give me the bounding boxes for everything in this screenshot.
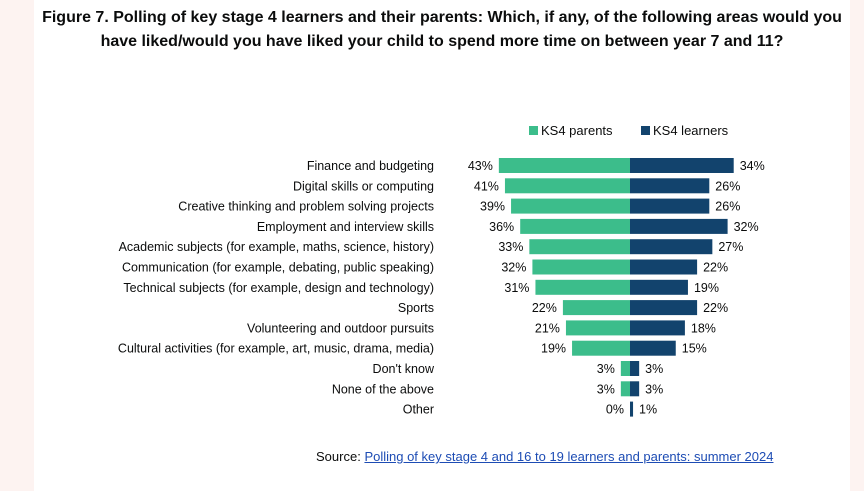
data-label-parents: 0% xyxy=(606,403,624,417)
legend-swatch-parents xyxy=(529,126,538,135)
data-label-learners: 18% xyxy=(691,321,716,335)
bar-parents xyxy=(620,361,630,376)
bar-learners xyxy=(630,279,688,295)
data-label-learners: 26% xyxy=(715,200,740,214)
bar-parents xyxy=(565,320,630,336)
data-label-parents: 39% xyxy=(480,200,505,214)
source-note: Source: Polling of key stage 4 and 16 to… xyxy=(316,449,773,465)
data-label-learners: 22% xyxy=(703,261,728,275)
bar-parents xyxy=(535,279,630,295)
data-label-parents: 21% xyxy=(535,321,560,335)
category-label: Communication (for example, debating, pu… xyxy=(122,261,434,275)
data-label-parents: 19% xyxy=(541,342,566,356)
bar-learners xyxy=(630,178,710,194)
data-label-parents: 36% xyxy=(489,220,514,234)
bar-parents xyxy=(562,300,630,316)
data-label-parents: 32% xyxy=(501,261,526,275)
bar-learners xyxy=(630,401,634,417)
bar-learners xyxy=(630,320,685,336)
bar-parents xyxy=(511,198,630,214)
bar-parents xyxy=(529,239,630,255)
bar-learners xyxy=(630,259,698,275)
data-label-learners: 34% xyxy=(740,159,765,173)
category-label: Sports xyxy=(398,301,434,315)
category-label: Volunteering and outdoor pursuits xyxy=(247,321,434,335)
legend-label-learners: KS4 learners xyxy=(653,123,729,138)
data-label-learners: 15% xyxy=(682,342,707,356)
category-label: Digital skills or computing xyxy=(293,179,434,193)
data-label-learners: 1% xyxy=(639,403,657,417)
source-link[interactable]: Polling of key stage 4 and 16 to 19 lear… xyxy=(364,449,774,464)
bar-learners xyxy=(630,340,676,356)
data-label-learners: 22% xyxy=(703,301,728,315)
data-label-parents: 22% xyxy=(532,301,557,315)
data-label-parents: 41% xyxy=(474,179,499,193)
bar-parents xyxy=(504,178,630,194)
data-label-learners: 32% xyxy=(734,220,759,234)
category-label: Creative thinking and problem solving pr… xyxy=(178,200,434,214)
bar-parents xyxy=(572,340,630,356)
bar-learners xyxy=(630,158,734,173)
bar-parents xyxy=(532,259,630,275)
data-label-learners: 26% xyxy=(715,179,740,193)
category-label: Other xyxy=(403,403,434,417)
bar-learners xyxy=(630,300,698,316)
data-label-parents: 3% xyxy=(597,362,615,376)
bar-learners xyxy=(630,218,728,234)
bar-learners xyxy=(630,198,710,214)
data-label-parents: 3% xyxy=(597,382,615,396)
legend-label-parents: KS4 parents xyxy=(541,123,613,138)
bar-parents xyxy=(520,218,630,234)
category-label: None of the above xyxy=(332,382,434,396)
category-label: Technical subjects (for example, design … xyxy=(123,281,434,295)
data-label-learners: 27% xyxy=(718,240,743,254)
category-label: Don't know xyxy=(373,362,435,376)
data-label-learners: 3% xyxy=(645,362,663,376)
category-label: Academic subjects (for example, maths, s… xyxy=(119,240,434,254)
data-label-parents: 33% xyxy=(498,240,523,254)
legend-swatch-learners xyxy=(641,126,650,135)
bar-learners xyxy=(630,361,640,376)
data-label-parents: 31% xyxy=(504,281,529,295)
figure-title: Figure 7. Polling of key stage 4 learner… xyxy=(42,9,842,50)
source-prefix: Source: xyxy=(316,449,361,464)
bar-learners xyxy=(630,381,640,397)
figure-panel xyxy=(34,0,850,491)
data-label-learners: 19% xyxy=(694,281,719,295)
data-label-parents: 43% xyxy=(468,159,493,173)
category-label: Cultural activities (for example, art, m… xyxy=(118,342,434,356)
bar-learners xyxy=(630,239,713,255)
data-label-learners: 3% xyxy=(645,382,663,396)
category-label: Finance and budgeting xyxy=(307,159,434,173)
bar-parents xyxy=(498,158,630,173)
category-label: Employment and interview skills xyxy=(257,220,434,234)
bar-parents xyxy=(620,381,630,397)
